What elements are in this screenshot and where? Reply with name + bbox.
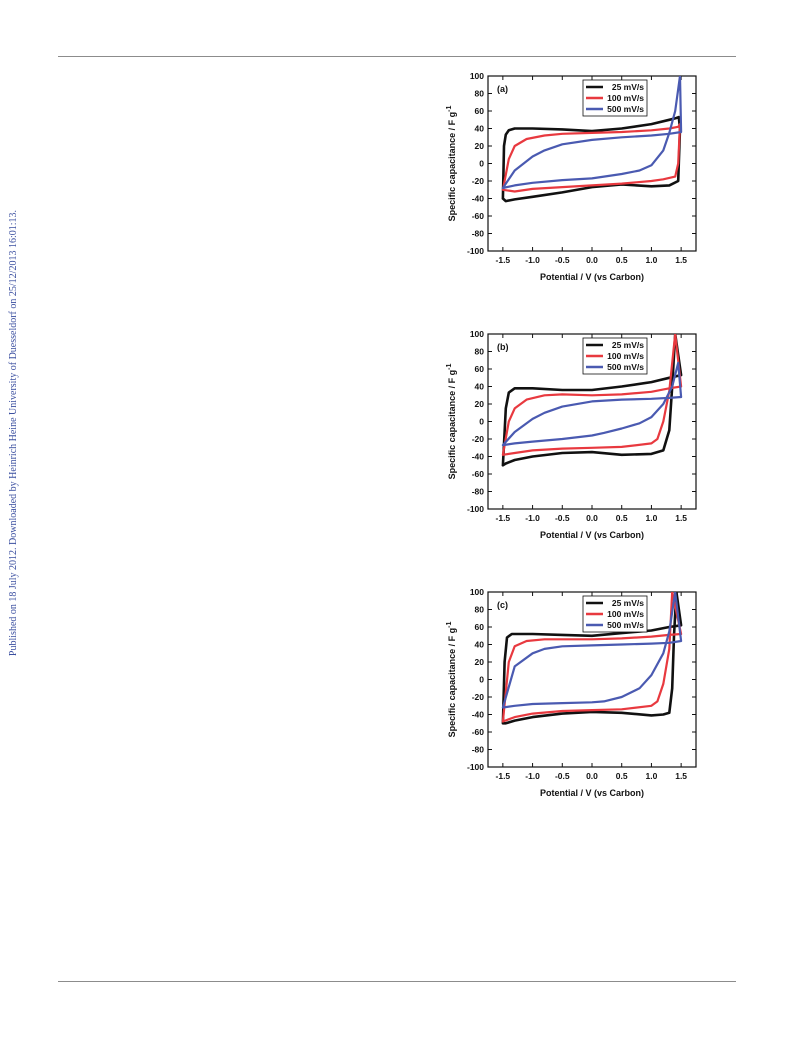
series-group [501, 334, 683, 467]
legend-label: 100 mV/s [607, 351, 644, 361]
y-tick-label: -60 [472, 211, 485, 221]
y-tick-label: 100 [470, 587, 484, 597]
publication-side-note-text: Published on 18 July 2012. Downloaded by… [7, 209, 19, 656]
x-axis-label: Potential / V (vs Carbon) [540, 788, 644, 798]
x-tick-label: 0.0 [586, 513, 598, 523]
legend-label: 25 mV/s [612, 82, 644, 92]
y-tick-label: 60 [475, 364, 485, 374]
x-tick-label: -1.5 [496, 771, 511, 781]
y-tick-label: -60 [472, 469, 485, 479]
legend-label: 500 mV/s [607, 362, 644, 372]
y-tick-label: 20 [475, 399, 485, 409]
series-line-500mvs [501, 76, 683, 190]
x-tick-label: -0.5 [555, 255, 570, 265]
x-tick-label: 0.5 [616, 255, 628, 265]
y-axis-label: Specific capacitance / F g-1 [446, 364, 457, 480]
legend-label: 100 mV/s [607, 609, 644, 619]
y-tick-label: -100 [467, 246, 484, 256]
chart-panel-c: -100 -80 -60 -40 -20 0 20 40 60 80 100 -1.5 -1.0 -0.5… [446, 587, 697, 798]
y-tick-label: -80 [472, 229, 485, 239]
x-tick-label: 0.0 [586, 255, 598, 265]
panel-label-b: (b) [497, 342, 509, 352]
x-tick-label: -1.0 [525, 513, 540, 523]
publication-side-note[interactable]: Published on 18 July 2012. Downloaded by… [2, 16, 24, 656]
panel-label-c: (c) [497, 600, 508, 610]
y-tick-label: -20 [472, 176, 485, 186]
chart-panel-a: -100 -80 -60 -40 -20 0 20 40 60 80 100 -1.5 -1.0 -0.5… [446, 71, 697, 282]
y-tick-label: -20 [472, 434, 485, 444]
legend-label: 25 mV/s [612, 340, 644, 350]
series-line-25mvs [501, 115, 682, 203]
y-tick-label: -100 [467, 762, 484, 772]
y-tick-label: 0 [479, 417, 484, 427]
chart-panel-b: -100 -80 -60 -40 -20 0 20 40 60 80 100 -1.5 -1.0 -0.5… [446, 329, 697, 540]
x-tick-label: -1.0 [525, 255, 540, 265]
x-tick-label: 1.0 [646, 771, 658, 781]
y-tick-label: -20 [472, 692, 485, 702]
y-axis-label-exponent: -1 [446, 622, 453, 628]
y-tick-label: 80 [475, 89, 485, 99]
legend-label: 100 mV/s [607, 93, 644, 103]
series-line-100mvs [501, 334, 683, 456]
x-tick-label: -0.5 [555, 513, 570, 523]
x-tick-label: -1.5 [496, 513, 511, 523]
y-tick-label: 80 [475, 347, 485, 357]
series-line-25mvs [501, 592, 683, 725]
y-axis-label: Specific capacitance / F g-1 [446, 106, 457, 222]
legend-label: 500 mV/s [607, 104, 644, 114]
y-tick-label: 60 [475, 106, 485, 116]
y-tick-label: 40 [475, 382, 485, 392]
series-line-100mvs [501, 122, 682, 193]
series-line-25mvs [501, 334, 683, 467]
legend-label: 500 mV/s [607, 620, 644, 630]
series-group [501, 592, 683, 725]
y-tick-label: 0 [479, 675, 484, 685]
y-tick-label: -60 [472, 727, 485, 737]
x-tick-label: 0.0 [586, 771, 598, 781]
x-tick-label: 1.0 [646, 513, 658, 523]
y-axis-label: Specific capacitance / F g-1 [446, 622, 457, 738]
x-axis-label: Potential / V (vs Carbon) [540, 272, 644, 282]
series-line-500mvs [501, 592, 683, 709]
y-tick-label: -80 [472, 745, 485, 755]
y-tick-label: 100 [470, 329, 484, 339]
y-tick-label: -100 [467, 504, 484, 514]
x-tick-label: 1.5 [675, 771, 687, 781]
y-tick-label: 60 [475, 622, 485, 632]
y-tick-label: 100 [470, 71, 484, 81]
x-tick-label: 0.5 [616, 513, 628, 523]
y-tick-label: -40 [472, 452, 485, 462]
x-tick-label: 1.5 [675, 255, 687, 265]
footer-rule [58, 981, 736, 982]
y-axis-label-exponent: -1 [446, 106, 453, 112]
y-tick-label: 20 [475, 141, 485, 151]
x-tick-label: 1.5 [675, 513, 687, 523]
y-tick-label: 0 [479, 159, 484, 169]
x-tick-label: 0.5 [616, 771, 628, 781]
y-tick-label: -40 [472, 710, 485, 720]
y-tick-label: 20 [475, 657, 485, 667]
y-axis-label-exponent: -1 [446, 364, 453, 370]
x-tick-label: -1.0 [525, 771, 540, 781]
y-tick-label: 40 [475, 124, 485, 134]
panel-label-a: (a) [497, 84, 508, 94]
x-axis-label: Potential / V (vs Carbon) [540, 530, 644, 540]
series-group [501, 76, 683, 203]
y-tick-label: -40 [472, 194, 485, 204]
x-tick-label: -1.5 [496, 255, 511, 265]
header-rule [58, 56, 736, 57]
legend-label: 25 mV/s [612, 598, 644, 608]
y-tick-label: 80 [475, 605, 485, 615]
x-tick-label: 1.0 [646, 255, 658, 265]
x-tick-label: -0.5 [555, 771, 570, 781]
y-tick-label: -80 [472, 487, 485, 497]
y-tick-label: 40 [475, 640, 485, 650]
series-line-500mvs [501, 361, 683, 447]
